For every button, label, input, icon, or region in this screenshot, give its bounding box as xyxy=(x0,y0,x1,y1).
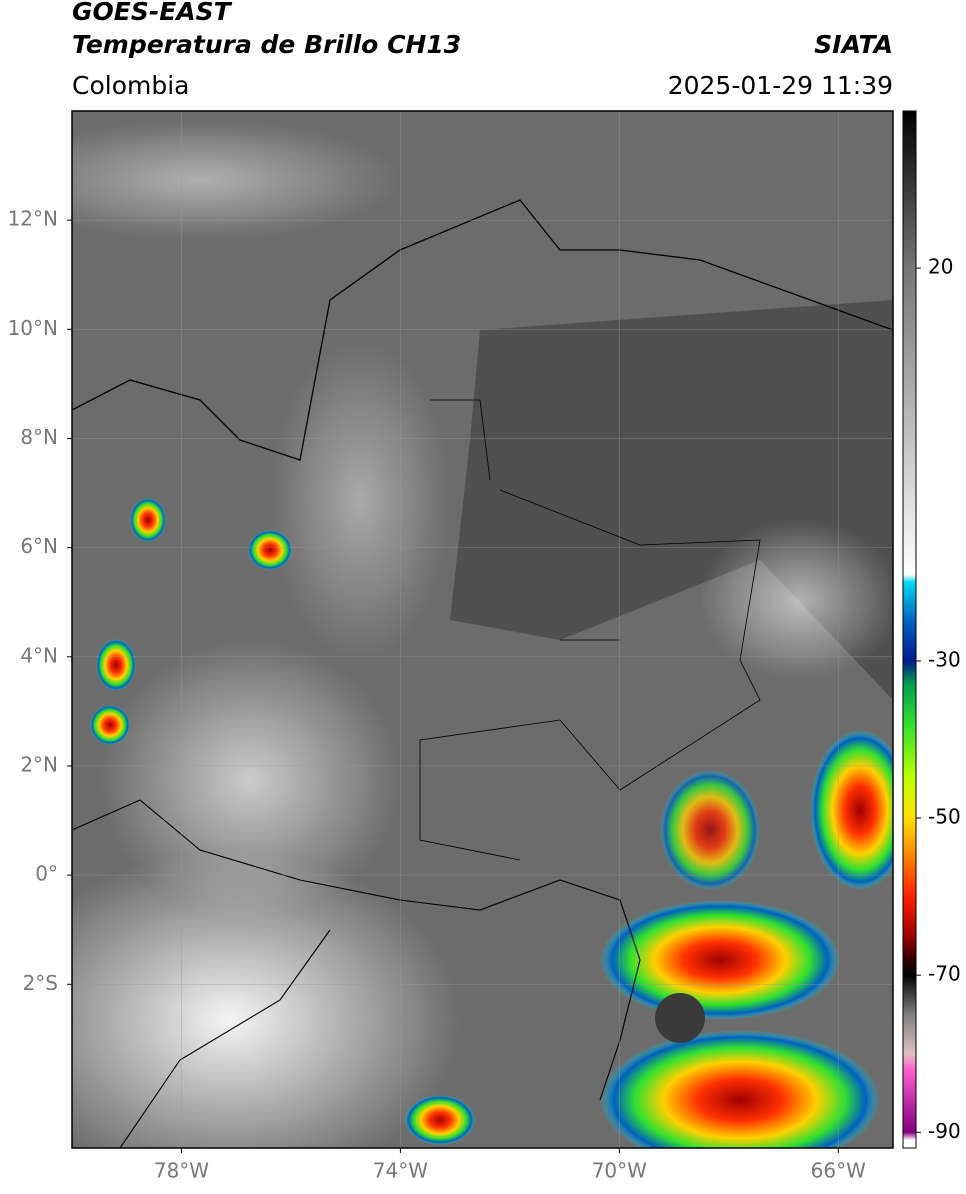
y-tick-label: 2°N xyxy=(20,752,58,776)
y-tick-label: 4°N xyxy=(20,643,58,667)
y-tick-label: 2°S xyxy=(23,971,58,995)
y-tick-label: 12°N xyxy=(8,207,58,231)
colorbar-tick-label: -90 xyxy=(928,1119,961,1143)
y-tick-label: 6°N xyxy=(20,534,58,558)
x-tick-label: 70°W xyxy=(592,1159,647,1183)
title: GOES-EAST xyxy=(72,0,233,26)
timestamp: 2025-01-29 11:39 xyxy=(668,71,893,100)
satellite-image xyxy=(72,111,893,1148)
region: Colombia xyxy=(72,71,189,100)
colorbar-tick-label: -70 xyxy=(928,962,961,986)
x-tick-label: 66°W xyxy=(811,1159,866,1183)
x-tick-label: 74°W xyxy=(373,1159,428,1183)
subtitle: Temperatura de Brillo CH13 xyxy=(72,30,461,59)
source: SIATA xyxy=(814,30,893,59)
map-frame xyxy=(71,110,894,1149)
y-tick-label: 0° xyxy=(35,862,58,886)
colorbar xyxy=(902,110,917,1149)
colorbar-tick-label: -30 xyxy=(928,647,961,671)
x-tick-label: 78°W xyxy=(154,1159,209,1183)
y-tick-label: 8°N xyxy=(20,425,58,449)
colorbar-tick-label: -50 xyxy=(928,805,961,829)
colorbar-tick-label: 20 xyxy=(928,255,953,279)
y-tick-label: 10°N xyxy=(8,316,58,340)
graticule xyxy=(72,111,893,1148)
